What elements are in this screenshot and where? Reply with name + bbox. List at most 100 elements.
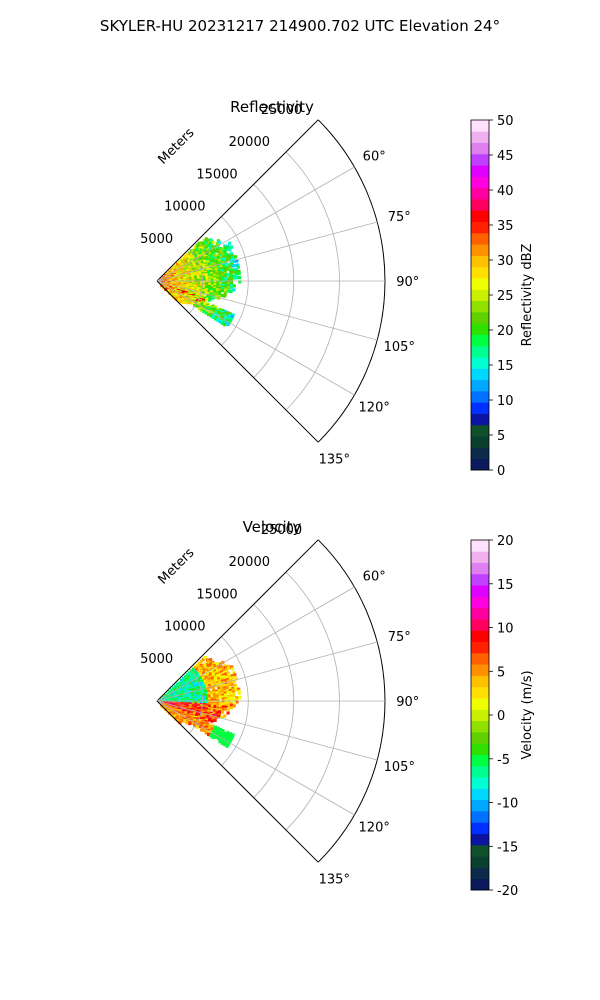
colorbar-label: Reflectivity dBZ [520, 244, 535, 347]
radial-tick-label: 20000 [229, 555, 270, 570]
echo-gate [228, 739, 232, 743]
echo-gate [229, 282, 234, 286]
echo-gate [233, 673, 237, 677]
echo-gate [199, 692, 203, 696]
echo-gate [231, 688, 235, 692]
echo-gate [229, 692, 233, 696]
echo-gate [224, 254, 229, 258]
echo-gate [220, 715, 224, 719]
echo-gate [219, 278, 223, 282]
colorbar-swatch [471, 199, 489, 211]
echo-gate [213, 694, 217, 698]
echo-gate [234, 677, 238, 681]
echo-gate [199, 243, 203, 248]
echo-gate [216, 249, 221, 253]
echo-gate [218, 708, 222, 712]
echo-gate [232, 258, 236, 262]
echo-gate [224, 672, 228, 676]
echo-gate [222, 313, 226, 317]
panel-title: Velocity [243, 518, 302, 536]
colorbar-swatch [471, 788, 489, 801]
echo-gate [215, 674, 220, 678]
theta-tick-label: 120° [359, 400, 390, 415]
echo-gate [227, 285, 231, 290]
echo-gate [237, 689, 241, 693]
colorbar-swatch [471, 562, 489, 575]
echo-gate [209, 658, 213, 662]
echo-gate [218, 272, 222, 276]
colorbar: -20 -15 -10 -5 0 5 10 15 20 Velocity (m/s) [470, 534, 535, 899]
echo-gate [181, 716, 185, 720]
echo-gate [234, 255, 238, 259]
echo-gate [229, 702, 234, 706]
echo-gate [210, 707, 214, 711]
echo-gate [196, 304, 200, 308]
echo-gate [235, 276, 239, 280]
echo-gate [228, 734, 232, 738]
echo-gate [230, 315, 234, 319]
echo-gate [192, 268, 196, 272]
echo-gate [224, 741, 228, 745]
colorbar-swatch [471, 278, 489, 290]
echo-gate [221, 272, 225, 276]
echo-gate [211, 730, 215, 734]
echo-gate [235, 700, 239, 704]
echo-gate [222, 249, 226, 253]
colorbar-swatch [471, 619, 489, 631]
echo-gate [223, 316, 227, 320]
colorbar-tick-label: 20 [497, 324, 514, 339]
echo-gate [170, 713, 174, 717]
echo-gate [228, 314, 232, 318]
echo-field [160, 237, 242, 327]
echo-gate [217, 715, 221, 719]
radial-tick-label: 10000 [164, 200, 205, 215]
echo-gate [192, 682, 196, 686]
echo-gate [225, 267, 230, 271]
echo-gate [191, 705, 195, 709]
echo-gate [205, 696, 209, 700]
echo-gate [212, 292, 216, 296]
echo-gate [219, 265, 223, 269]
echo-gate [206, 668, 210, 672]
echo-gate [223, 271, 227, 275]
echo-gate [232, 690, 236, 694]
colorbar-swatch [471, 878, 489, 891]
theta-tick-label: 120° [359, 820, 390, 835]
echo-gate [204, 311, 208, 315]
echo-gate [227, 736, 231, 740]
echo-gate [226, 311, 230, 315]
echo-gate [221, 703, 225, 707]
echo-gate [227, 673, 231, 677]
echo-gate [223, 292, 227, 296]
colorbar-swatch [471, 165, 489, 177]
colorbar-tick-label: 5 [497, 665, 505, 680]
echo-gate [229, 694, 233, 698]
echo-gate [224, 283, 228, 288]
echo-gate [227, 704, 231, 708]
colorbar-tick-label: 35 [497, 219, 514, 234]
echo-gate [219, 312, 223, 316]
echo-gate [216, 702, 220, 706]
colorbar-swatch [471, 540, 489, 552]
echo-gate [226, 322, 230, 326]
echo-gate [209, 314, 213, 318]
echo-gate [223, 258, 227, 262]
echo-gate [236, 265, 240, 269]
echo-gate [224, 321, 228, 325]
echo-gate [221, 259, 225, 263]
echo-gate [199, 287, 203, 291]
echo-gate [231, 686, 235, 690]
echo-gate [221, 282, 225, 286]
echo-gate [221, 287, 225, 291]
echo-gate [210, 719, 214, 723]
echo-gate [228, 248, 232, 252]
echo-gate [185, 721, 189, 725]
echo-gate [215, 288, 219, 292]
radial-tick-label: 15000 [196, 587, 237, 602]
echo-gate [223, 257, 227, 261]
echo-gate [174, 717, 178, 721]
echo-gate [221, 679, 225, 683]
radial-axis-label: Meters [156, 545, 198, 587]
echo-gate [229, 276, 233, 280]
